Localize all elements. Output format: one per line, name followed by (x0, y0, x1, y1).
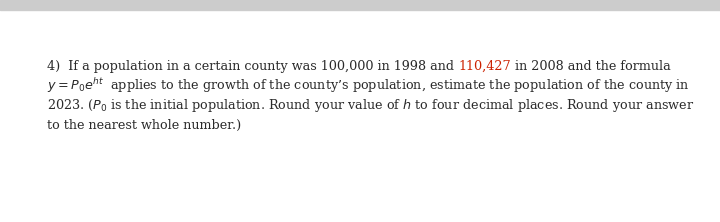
Text: 110,427: 110,427 (458, 60, 510, 73)
Text: to the nearest whole number.): to the nearest whole number.) (47, 119, 241, 131)
Text: in 2008 and the formula: in 2008 and the formula (510, 60, 670, 73)
Bar (0, 0, 720, 10)
Text: 2023. ($P_0$ is the initial population. Round your value of $h$ to four decimal : 2023. ($P_0$ is the initial population. … (47, 97, 694, 114)
Text: $y = P_0e^{ht}$  applies to the growth of the county’s population, estimate the : $y = P_0e^{ht}$ applies to the growth of… (47, 76, 690, 95)
Text: 4)  If a population in a certain county was 100,000 in 1998 and: 4) If a population in a certain county w… (47, 60, 458, 73)
